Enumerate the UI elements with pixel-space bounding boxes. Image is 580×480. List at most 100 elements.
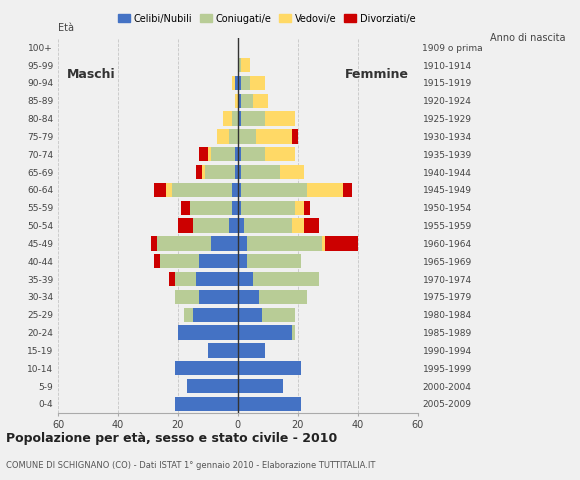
Bar [238,379,282,393]
Bar [238,272,253,286]
Bar [190,201,232,215]
Bar [193,308,238,322]
Bar [241,58,250,72]
Bar [154,254,160,268]
Bar [235,147,238,161]
Text: Maschi: Maschi [67,68,115,81]
Bar [292,325,295,340]
Bar [241,94,253,108]
Bar [232,201,238,215]
Bar [229,129,238,144]
Bar [208,343,238,358]
Bar [238,290,259,304]
Text: Popolazione per età, sesso e stato civile - 2010: Popolazione per età, sesso e stato civil… [6,432,337,445]
Bar [292,218,304,233]
Bar [238,218,244,233]
Bar [175,272,196,286]
Bar [238,94,241,108]
Bar [292,129,298,144]
Bar [241,183,307,197]
Bar [232,76,235,90]
Bar [235,94,238,108]
Bar [175,397,238,411]
Bar [343,183,351,197]
Bar [238,76,241,90]
Bar [295,201,304,215]
Bar [280,165,304,179]
Bar [211,236,238,251]
Bar [241,147,264,161]
Text: Femmine: Femmine [345,68,408,81]
Bar [211,147,235,161]
Bar [208,147,211,161]
Bar [229,218,238,233]
Bar [250,76,264,90]
Bar [196,165,202,179]
Bar [241,76,250,90]
Bar [175,361,238,375]
Bar [178,218,193,233]
Bar [235,165,238,179]
Bar [169,272,175,286]
Bar [262,308,295,322]
Bar [304,201,310,215]
Bar [184,308,193,322]
Bar [253,272,318,286]
Bar [238,254,246,268]
Bar [235,76,238,90]
Text: Età: Età [58,23,74,33]
Bar [238,325,292,340]
Bar [259,290,307,304]
Text: Anno di nascita: Anno di nascita [490,33,566,43]
Bar [241,201,295,215]
Bar [241,165,280,179]
Bar [322,236,325,251]
Bar [154,183,166,197]
Bar [178,325,238,340]
Bar [304,218,318,233]
Bar [307,183,343,197]
Bar [246,254,300,268]
Bar [256,129,292,144]
Bar [199,147,208,161]
Bar [264,111,295,126]
Bar [244,218,292,233]
Bar [238,361,300,375]
Bar [232,111,238,126]
Bar [238,165,241,179]
Bar [238,147,241,161]
Bar [264,147,295,161]
Bar [202,165,205,179]
Bar [151,236,157,251]
Bar [238,201,241,215]
Bar [241,111,264,126]
Bar [217,129,229,144]
Bar [175,290,199,304]
Legend: Celibi/Nubili, Coniugati/e, Vedovi/e, Divorziati/e: Celibi/Nubili, Coniugati/e, Vedovi/e, Di… [114,10,419,27]
Bar [181,201,190,215]
Bar [238,183,241,197]
Bar [246,236,322,251]
Bar [172,183,232,197]
Bar [223,111,232,126]
Bar [238,129,256,144]
Bar [253,94,268,108]
Bar [325,236,358,251]
Text: COMUNE DI SCHIGNANO (CO) - Dati ISTAT 1° gennaio 2010 - Elaborazione TUTTITALIA.: COMUNE DI SCHIGNANO (CO) - Dati ISTAT 1°… [6,461,375,470]
Bar [199,254,238,268]
Bar [193,218,229,233]
Bar [205,165,235,179]
Bar [157,236,211,251]
Bar [196,272,238,286]
Bar [238,236,246,251]
Bar [238,58,241,72]
Bar [199,290,238,304]
Bar [238,397,300,411]
Bar [166,183,172,197]
Bar [232,183,238,197]
Bar [187,379,238,393]
Bar [238,343,264,358]
Bar [238,308,262,322]
Bar [238,111,241,126]
Bar [160,254,199,268]
